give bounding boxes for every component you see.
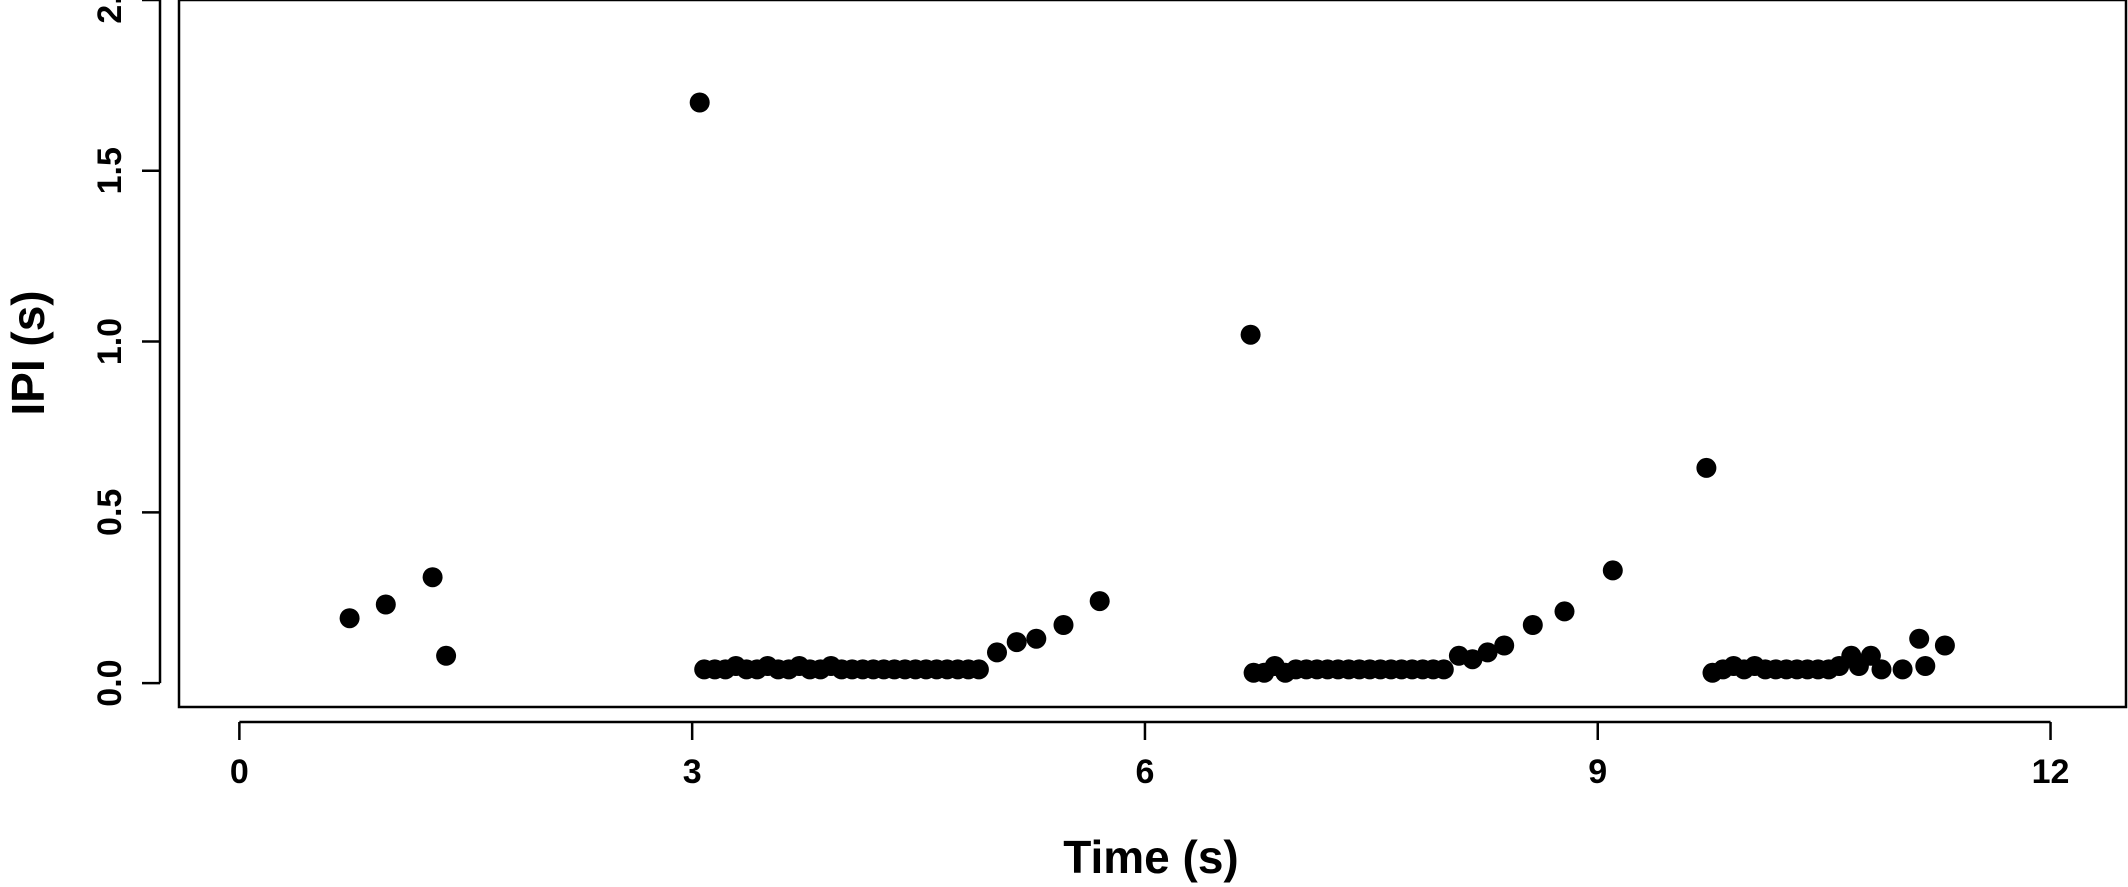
data-point — [1026, 628, 1047, 649]
data-point — [1089, 591, 1110, 612]
data-point — [1522, 615, 1543, 635]
data-point — [339, 608, 360, 629]
y-tick-label: 1.5 — [91, 147, 129, 194]
data-point — [968, 659, 989, 680]
data-point — [1915, 656, 1936, 676]
data-point — [1240, 324, 1261, 345]
data-point — [375, 594, 396, 615]
x-tick-label: 0 — [230, 753, 249, 791]
data-point — [422, 567, 443, 588]
data-point — [987, 642, 1007, 663]
data-point — [1696, 457, 1717, 478]
data-point — [1006, 632, 1027, 653]
y-tick-label: 0.5 — [91, 489, 129, 536]
data-point — [1462, 649, 1483, 670]
data-point — [1934, 635, 1955, 656]
data-point — [1909, 628, 1930, 649]
plot-frame — [177, 0, 2128, 709]
data-point — [1602, 560, 1623, 581]
y-tick-label: 2.0 — [91, 0, 129, 24]
y-tick-label: 1.0 — [91, 318, 129, 365]
x-axis-title: Time (s) — [1063, 831, 1239, 883]
data-point — [1477, 642, 1498, 663]
x-tick-label: 9 — [1588, 753, 1607, 791]
data-point — [1494, 635, 1515, 656]
y-axis: 0.0 0.5 1.0 1.5 2.0 — [91, 0, 162, 707]
data-point — [1053, 615, 1074, 635]
x-axis: 0 3 6 9 12 — [230, 720, 2070, 791]
data-point — [1892, 659, 1913, 680]
data-point — [689, 92, 710, 113]
data-point — [1860, 645, 1881, 666]
x-tick-label: 3 — [683, 753, 702, 791]
data-point — [1871, 659, 1892, 680]
x-tick-label: 6 — [1135, 753, 1154, 791]
x-tick-label: 12 — [2032, 753, 2070, 791]
data-point — [436, 645, 457, 666]
data-point — [1554, 601, 1575, 622]
y-tick-label: 0.0 — [91, 659, 129, 706]
data-point — [1433, 659, 1454, 680]
y-axis-title: IPI (s) — [2, 290, 54, 415]
data-points — [339, 92, 1955, 683]
